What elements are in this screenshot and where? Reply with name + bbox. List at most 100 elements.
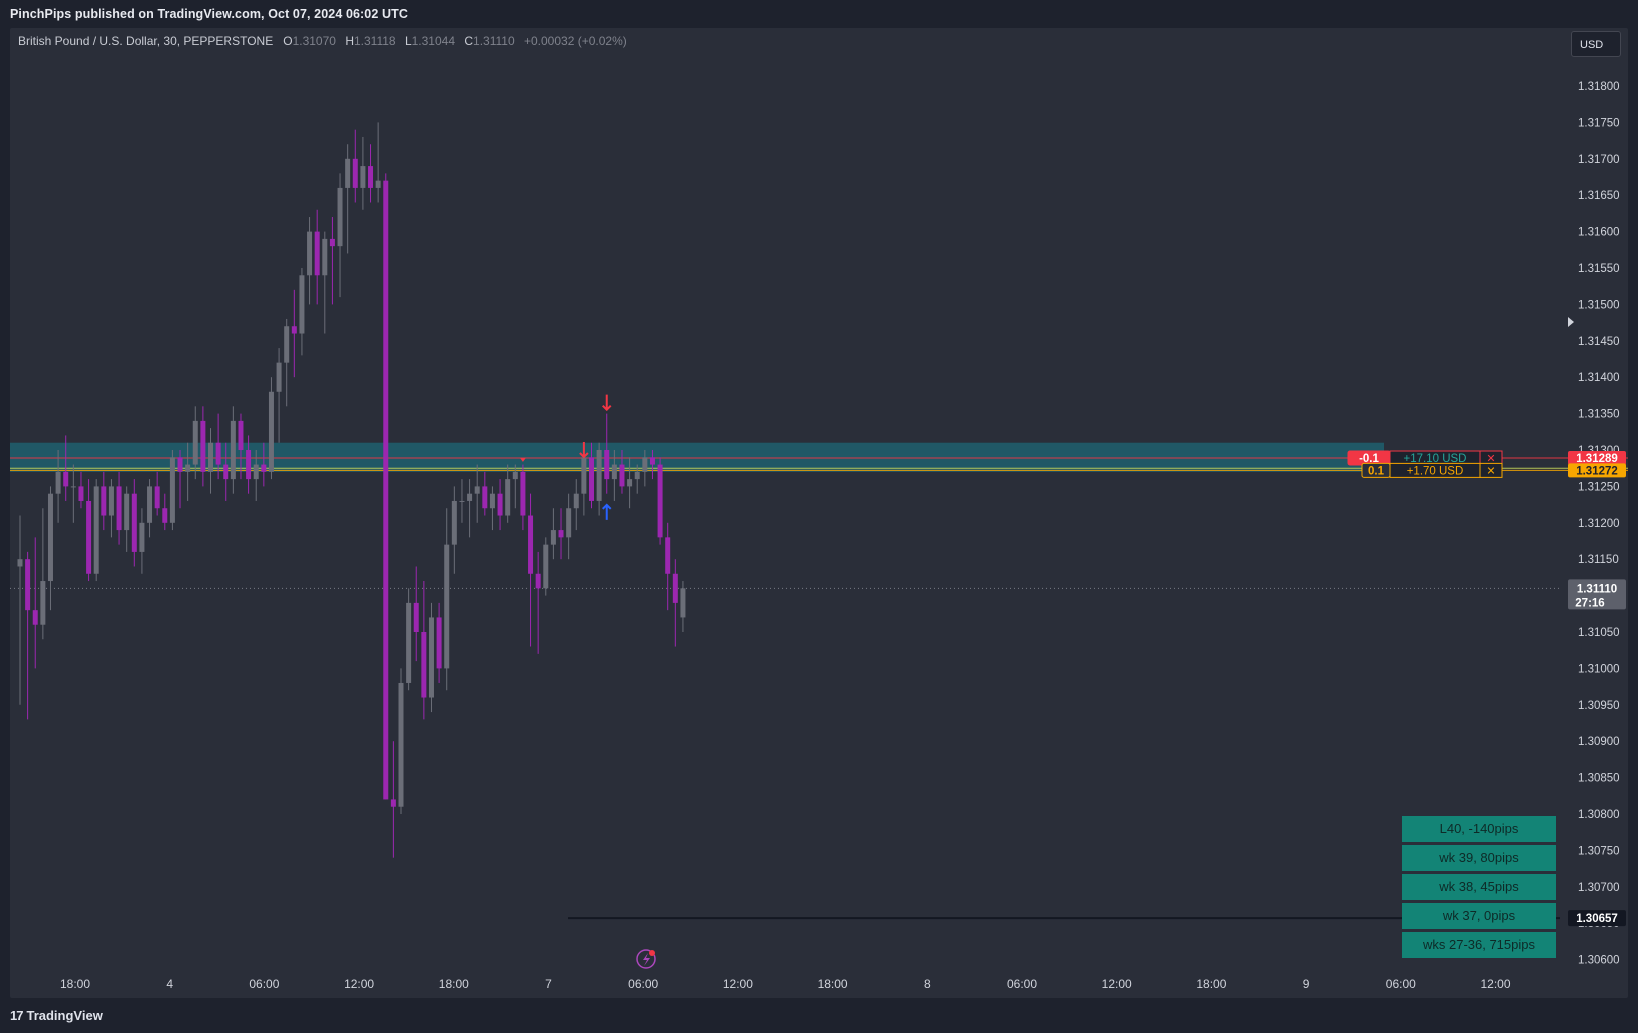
scroll-right-icon[interactable]: [1568, 317, 1574, 327]
candle-body: [627, 479, 633, 487]
candle-body: [543, 544, 549, 589]
published-text: PinchPips published on TradingView.com, …: [10, 7, 408, 21]
legend-high-label: H: [345, 34, 354, 48]
candle-body: [291, 326, 297, 334]
candle-body: [139, 522, 145, 552]
candle-body: [200, 420, 206, 472]
bar-countdown-label: 27:16: [1575, 597, 1604, 609]
x-axis-tick-label: 4: [166, 977, 173, 991]
candle-body: [482, 486, 488, 509]
legend-low: 1.31044: [411, 34, 456, 48]
candle-body: [116, 486, 122, 531]
candle-body: [86, 500, 92, 574]
y-axis-tick-label: 1.30900: [1578, 736, 1620, 748]
y-axis-tick-label: 1.31350: [1578, 409, 1620, 421]
lightning-bolt-icon: [643, 953, 650, 966]
candle-body: [520, 471, 526, 516]
chart-pane[interactable]: [10, 28, 1628, 998]
candle-body: [421, 632, 427, 698]
candle-body: [649, 457, 655, 465]
y-axis-tick-label: 1.31000: [1578, 663, 1620, 675]
y-axis-tick-label: 1.31600: [1578, 227, 1620, 239]
symbol-title[interactable]: British Pound / U.S. Dollar, 30, PEPPERS…: [18, 34, 274, 48]
tradingview-logo-text: TradingView: [26, 1008, 103, 1023]
candle-body: [47, 493, 53, 582]
x-axis-tick-label: 06:00: [1007, 977, 1037, 991]
tradingview-logo-icon: 17: [10, 1008, 24, 1023]
low-line-price-label: 1.30657: [1576, 913, 1618, 925]
candle-body: [467, 493, 473, 501]
candle-body: [604, 450, 610, 480]
y-axis-tick-label: 1.31750: [1578, 117, 1620, 129]
stats-row: wks 27-36, 715pips: [1402, 932, 1556, 958]
sell-arrow-icon: [579, 442, 589, 459]
signal-marker-icon: [519, 457, 526, 462]
candle-body: [657, 464, 663, 538]
position-price-label: 1.31272: [1576, 465, 1618, 477]
candle-body: [368, 166, 374, 188]
candle-body: [307, 231, 313, 276]
stats-row: wk 39, 80pips: [1402, 845, 1556, 871]
candle-body: [489, 493, 495, 509]
x-axis-tick-label: 7: [545, 977, 552, 991]
candle-body: [276, 362, 282, 392]
candle-body: [581, 457, 587, 494]
candle-body: [497, 493, 503, 516]
position-price-badge: [1568, 451, 1626, 466]
candle-body: [253, 464, 259, 480]
candle-body: [192, 420, 198, 465]
candle-body: [345, 158, 351, 188]
y-axis-tick-label: 1.31150: [1578, 554, 1619, 566]
candle-body: [428, 617, 434, 698]
low-line-badge: [1568, 910, 1626, 927]
candle-body: [215, 442, 221, 465]
y-axis-tick-label: 1.30750: [1578, 845, 1620, 857]
candle-body: [238, 420, 244, 450]
candle-body: [162, 508, 168, 523]
lightning-icon[interactable]: [636, 949, 656, 969]
y-axis-tick-label: 1.31250: [1578, 481, 1620, 493]
symbol-legend: British Pound / U.S. Dollar, 30, PEPPERS…: [18, 34, 627, 48]
candle-body: [55, 471, 61, 494]
candle-body: [398, 682, 404, 807]
y-axis-tick-label: 1.30700: [1578, 882, 1620, 894]
position-close-button[interactable]: [1479, 462, 1503, 478]
candle-body: [672, 573, 678, 603]
position-qty-label: 0.1: [1368, 465, 1385, 477]
x-axis-tick-label: 12:00: [1102, 977, 1132, 991]
candle-body: [284, 326, 290, 363]
legend-close: 1.31110: [473, 34, 515, 48]
candle-body: [436, 617, 442, 669]
position-pnl-label: +1.70 USD: [1407, 465, 1464, 477]
candle-body: [474, 486, 480, 494]
candle-body: [63, 471, 69, 487]
candle-body: [108, 486, 114, 516]
candle-body: [25, 559, 31, 611]
candle-body: [550, 530, 556, 545]
candle-body: [314, 231, 320, 276]
candle-body: [78, 486, 84, 501]
candle-body: [589, 457, 594, 501]
candle-body: [619, 464, 625, 487]
position-price-label: 1.31289: [1576, 453, 1618, 465]
candle-body: [101, 486, 107, 516]
candle-body: [558, 530, 564, 538]
candle-body: [177, 457, 183, 472]
currency-button[interactable]: USD: [1571, 31, 1621, 57]
candle-body: [223, 464, 229, 480]
legend-change: +0.00032 (+0.02%): [523, 34, 627, 48]
candle-body: [444, 544, 450, 669]
x-axis-tick-label: 12:00: [344, 977, 374, 991]
x-axis-tick-label: 8: [924, 977, 931, 991]
candle-body: [634, 471, 640, 480]
candle-body: [131, 493, 137, 552]
candle-body: [375, 180, 381, 188]
legend-close-label: C: [464, 34, 474, 48]
candle-body: [413, 602, 419, 632]
footer-bar: [0, 998, 1638, 1033]
candle-body: [147, 486, 153, 523]
candle-body: [505, 479, 511, 516]
tradingview-logo[interactable]: 17 TradingView: [10, 1008, 103, 1023]
candle-body: [208, 442, 213, 472]
